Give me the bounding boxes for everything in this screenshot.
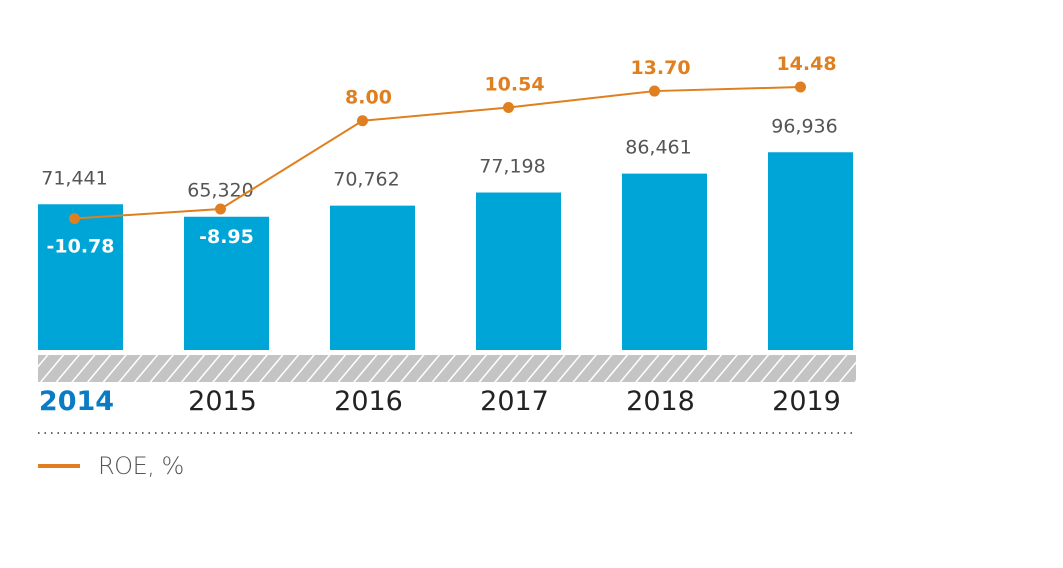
roe-point-2014 [69,213,80,225]
axis-hatch-band [38,355,856,382]
roe-point-2019 [795,81,806,93]
roe-point-2016 [357,115,368,127]
bar-label-2019: 96,936 [771,115,837,137]
bar-2016 [330,205,415,350]
roe-point-2018 [649,85,660,97]
x-tick-2019: 2019 [772,386,841,417]
bar-2014 [38,204,123,350]
legend-swatch-roe [38,464,80,468]
bar-label-2015: 65,320 [187,180,253,202]
x-tick-2018: 2018 [626,386,695,417]
roe-point-2015 [215,203,226,215]
bar-label-2017: 77,198 [479,156,545,178]
bar-label-2018: 86,461 [625,137,691,159]
roe-label-2018: 13.70 [630,57,690,79]
roe-label-2019: 14.48 [776,53,836,75]
bar-label-2014: 71,441 [41,167,107,189]
x-tick-2016: 2016 [334,386,403,417]
x-tick-2017: 2017 [480,386,549,417]
roe-label-2016: 8.00 [345,87,392,109]
x-tick-2014: 2014 [39,386,114,417]
x-tick-2015: 2015 [188,386,257,417]
bar-2015 [184,216,269,350]
bar-label-2016: 70,762 [333,169,399,191]
bar-2017 [476,192,561,350]
legend: ROE, % [38,452,184,480]
legend-label-roe: ROE, % [98,452,184,480]
roe-label-2015: -8.95 [199,226,254,248]
roe-point-2017 [503,102,514,114]
bar-2018 [622,173,707,350]
roe-line [74,86,801,220]
roe-label-2014: -10.78 [47,236,115,258]
bar-2019 [768,152,853,350]
roe-label-2017: 10.54 [484,74,544,96]
